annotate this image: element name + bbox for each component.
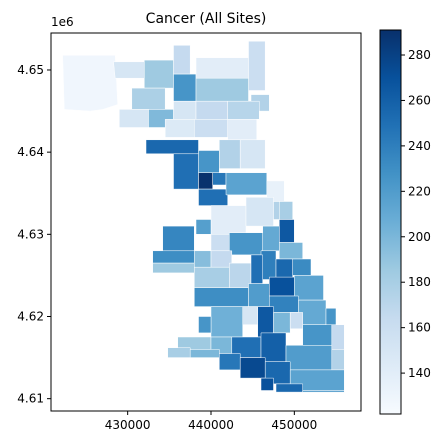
map-region — [229, 262, 252, 288]
colorbar-tick-label: 160 — [408, 321, 431, 335]
map-region — [195, 219, 212, 235]
map-region — [194, 250, 212, 268]
map-region — [239, 357, 266, 379]
colorbar-tick-label: 140 — [408, 366, 431, 380]
colorbar: 140 160 180 200 220 240 260 280 — [379, 29, 431, 415]
map-region — [167, 347, 191, 358]
map-region — [227, 100, 260, 120]
map-region — [262, 225, 280, 252]
y-tick-label: 4.64 — [17, 145, 44, 159]
map-region — [239, 139, 266, 169]
map-region — [195, 57, 249, 79]
map-region — [173, 73, 197, 102]
colorbar-frame — [379, 29, 402, 415]
map-region — [331, 324, 345, 350]
colorbar-tick-label: 280 — [408, 48, 431, 62]
y-axis-offset-label: 1e6 — [51, 15, 74, 29]
map-region — [273, 312, 291, 334]
map-region — [227, 119, 258, 141]
map-region — [219, 353, 241, 371]
map-region — [260, 377, 274, 391]
map-region — [279, 219, 295, 243]
x-axis: 430000 440000 450000 — [105, 411, 317, 432]
map-region — [144, 59, 174, 89]
map-region — [173, 45, 191, 75]
x-tick-label: 450000 — [271, 418, 317, 432]
map-region — [194, 119, 228, 138]
map-region — [198, 316, 212, 334]
map-region — [250, 254, 263, 284]
y-tick-label: 4.61 — [17, 392, 44, 406]
map-region — [210, 250, 233, 268]
map-region — [292, 258, 312, 276]
map-region — [331, 349, 345, 371]
map-region — [173, 100, 197, 120]
colorbar-tick-label: 180 — [408, 275, 431, 289]
map-region — [242, 306, 258, 325]
map-region — [245, 197, 274, 227]
colorbar-tick-label: 260 — [408, 93, 431, 107]
map-region — [302, 324, 333, 346]
map-region — [210, 234, 230, 252]
colorbar-ticks: 140 160 180 200 220 240 260 280 — [401, 48, 431, 380]
map-region — [113, 61, 145, 79]
x-tick-label: 440000 — [188, 418, 234, 432]
map-region — [273, 201, 280, 220]
map-region — [302, 390, 345, 393]
y-tick-label: 4.62 — [17, 310, 44, 324]
map-region — [195, 77, 249, 102]
map-region — [173, 153, 199, 190]
map-region — [257, 306, 274, 338]
map-region — [162, 225, 195, 252]
map-region — [289, 312, 303, 330]
colorbar-tick-label: 200 — [408, 230, 431, 244]
map-region — [131, 87, 166, 110]
y-tick-label: 4.63 — [17, 227, 44, 241]
colorbar-tick-label: 240 — [408, 139, 431, 153]
plot-frame — [50, 32, 362, 412]
map-region — [212, 172, 227, 186]
map-region — [62, 54, 118, 112]
choropleth-regions — [62, 40, 345, 393]
map-region — [164, 119, 195, 138]
map-region — [198, 150, 220, 173]
map-region — [279, 201, 293, 220]
map-region — [198, 188, 228, 206]
map-region — [152, 262, 195, 274]
map-region — [275, 383, 303, 393]
y-axis: 4.61 4.62 4.63 4.64 4.65 — [17, 63, 51, 406]
map-region — [152, 250, 195, 264]
map-region — [194, 287, 249, 307]
map-region — [229, 232, 263, 256]
map-region — [225, 172, 268, 196]
map-region — [189, 349, 220, 358]
map-region — [248, 40, 266, 91]
map-region — [210, 205, 247, 235]
colorbar-gradient — [380, 30, 401, 414]
chart-title: Cancer (All Sites) — [146, 11, 267, 27]
colorbar-tick-label: 220 — [408, 184, 431, 198]
map-region — [145, 139, 199, 155]
map-region — [210, 306, 243, 338]
map-region — [195, 100, 228, 120]
map-region — [194, 266, 230, 288]
map-region — [219, 139, 241, 169]
map-axes: 430000 440000 450000 4.614.624.634.644.65 … — [17, 15, 362, 432]
map-region — [248, 283, 270, 307]
x-tick-label: 430000 — [105, 418, 151, 432]
map-region — [279, 242, 303, 260]
map-region — [119, 109, 149, 128]
map-region — [198, 172, 213, 190]
y-tick-label: 4.65 — [17, 63, 44, 77]
map-region — [269, 276, 295, 297]
map-region — [260, 250, 277, 280]
map-region — [285, 345, 333, 371]
